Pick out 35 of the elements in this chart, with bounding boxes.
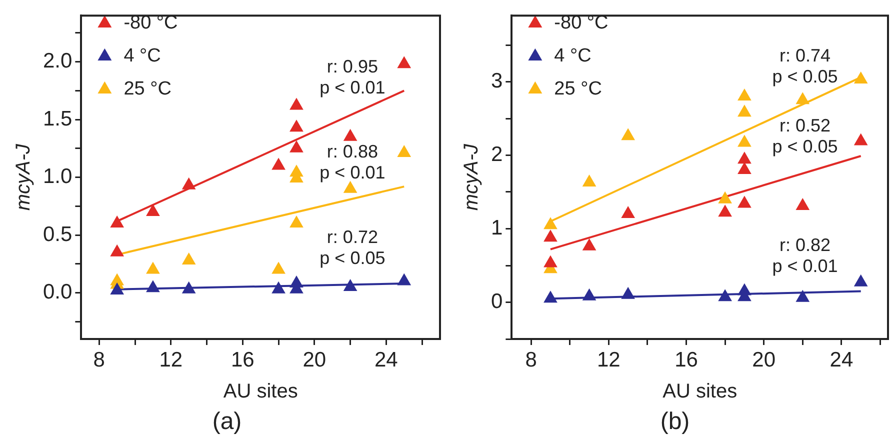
y-tick-label: 0 bbox=[490, 290, 503, 314]
legend-label: 25 °C bbox=[124, 78, 172, 100]
y-tick-label: 2.0 bbox=[42, 50, 72, 73]
text: (b) bbox=[660, 408, 690, 436]
legend-label: 25 °C bbox=[554, 78, 602, 100]
x-tick-label: 20 bbox=[302, 348, 326, 372]
y-axis-title: mcyA-J bbox=[12, 142, 35, 211]
x-tick-label: 16 bbox=[230, 348, 254, 372]
x-tick-label: 8 bbox=[93, 348, 105, 372]
x-axis-title: AU sites bbox=[662, 380, 738, 403]
annotation: r: 0.52 p < 0.05 bbox=[772, 115, 838, 156]
annotation: r: 0.74 p < 0.05 bbox=[772, 46, 838, 87]
x-tick-label: 24 bbox=[830, 348, 854, 372]
y-tick-label: 2 bbox=[490, 143, 503, 166]
y-tick-label: 1.0 bbox=[42, 165, 72, 188]
x-tick-label: 8 bbox=[525, 348, 537, 372]
text: (a) bbox=[212, 408, 242, 436]
y-axis-title: mcyA-J bbox=[460, 142, 483, 211]
x-tick-label: 12 bbox=[159, 348, 183, 372]
legend-label: 4 °C bbox=[554, 46, 592, 67]
x-tick-label: 12 bbox=[596, 348, 620, 372]
annotation: r: 0.95 p < 0.01 bbox=[320, 56, 386, 98]
y-tick-label: 1 bbox=[490, 216, 503, 240]
y-tick-label: 0.5 bbox=[42, 222, 72, 246]
y-tick-label: 3 bbox=[490, 70, 503, 93]
annotation: r: 0.72 p < 0.05 bbox=[320, 227, 386, 268]
y-tick-label: 1.5 bbox=[42, 107, 72, 130]
annotation: r: 0.88 p < 0.01 bbox=[320, 141, 386, 182]
x-tick-label: 16 bbox=[674, 348, 698, 372]
x-tick-label: 24 bbox=[374, 348, 398, 372]
y-tick-label: 0.0 bbox=[42, 280, 72, 304]
x-axis-title: AU sites bbox=[223, 380, 298, 403]
annotation: r: 0.82 p < 0.01 bbox=[772, 235, 838, 276]
legend-label: 4 °C bbox=[124, 46, 161, 67]
x-tick-label: 20 bbox=[752, 348, 776, 372]
